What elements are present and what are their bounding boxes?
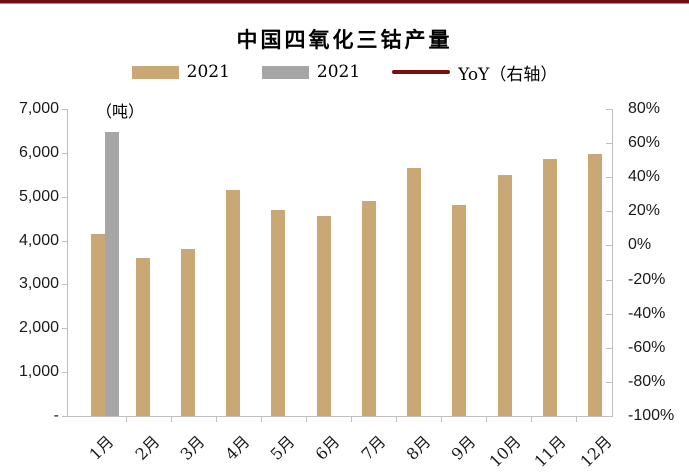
x-axis-label-3月: 3月: [176, 431, 209, 464]
y2-axis-tick-label: -40%: [628, 304, 666, 322]
x-axis-tick: [396, 417, 397, 422]
y-axis-tick: [62, 109, 67, 110]
y2-axis-tick: [606, 245, 612, 247]
legend-bar-swatch: [131, 65, 179, 79]
bar-2021-9月: [452, 205, 467, 416]
x-axis-tick: [441, 417, 442, 422]
legend-label: YoY（右轴）: [458, 64, 558, 85]
top-divider-rule: [0, 0, 689, 4]
y2-axis-tick: [606, 347, 612, 349]
bar-2021b-1月: [104, 132, 119, 416]
y2-axis-tick: [606, 416, 612, 417]
y2-axis-tick-label: 80%: [628, 100, 661, 117]
y-axis-tick: [62, 284, 67, 286]
y2-axis-tick: [606, 109, 612, 110]
x-axis-label-7月: 7月: [357, 431, 390, 464]
y2-axis-line: [612, 109, 613, 416]
x-axis-tick: [486, 417, 487, 422]
legend-bar-swatch: [261, 65, 309, 79]
y-axis-tick-label: 5,000: [18, 187, 59, 205]
legend-item-1: 2021: [261, 62, 361, 82]
bar-2021-7月: [361, 200, 376, 416]
bar-2021-10月: [497, 175, 512, 416]
legend-line-swatch: [392, 70, 451, 74]
chart-legend: 2021 2021 YoY（右轴）: [0, 60, 689, 85]
chart-title: 中国四氧化三钴产量: [236, 27, 453, 52]
y-axis-tick-label: -: [53, 407, 59, 424]
y2-axis-tick-label: 40%: [628, 168, 661, 186]
y2-axis-tick: [606, 211, 612, 213]
y-axis-tick-label: 4,000: [18, 231, 59, 249]
x-axis-label-2月: 2月: [131, 431, 163, 464]
bar-2021-12月: [588, 154, 603, 416]
x-axis-tick: [261, 417, 262, 422]
bar-2021-8月: [407, 167, 422, 416]
y2-axis-tick: [606, 177, 612, 179]
x-axis-line: [67, 416, 613, 417]
y-axis-tick-label: 2,000: [18, 319, 59, 337]
y-axis-tick: [62, 196, 67, 198]
y-axis-tick-label: 6,000: [18, 143, 59, 161]
x-axis-label-12月: 12月: [576, 431, 616, 471]
x-axis-tick: [126, 417, 127, 422]
y2-axis-tick: [606, 313, 612, 315]
y2-axis-tick: [606, 279, 612, 281]
axis-unit-label: （吨）: [96, 102, 145, 121]
x-axis-tick: [216, 417, 217, 422]
bar-2021-4月: [226, 190, 241, 416]
y-axis-tick: [62, 328, 67, 330]
legend-label: 2021: [316, 62, 361, 82]
y2-axis-tick-label: -60%: [628, 338, 666, 356]
legend-item-0: 2021: [131, 62, 230, 82]
y-axis-tick-label: 1,000: [18, 363, 59, 381]
x-axis-label-4月: 4月: [221, 431, 254, 464]
legend-label: 2021: [186, 62, 230, 82]
y2-axis-tick-label: -100%: [628, 407, 675, 424]
x-axis-tick: [351, 417, 352, 422]
x-axis-label-8月: 8月: [402, 431, 435, 464]
y-axis-line: [67, 109, 68, 416]
y-axis-tick-label: 3,000: [18, 275, 59, 293]
x-axis-label-9月: 9月: [447, 431, 480, 464]
x-axis-label-5月: 5月: [266, 431, 299, 464]
y-axis-tick: [62, 372, 67, 374]
bar-2021-1月: [90, 233, 105, 416]
x-axis-label-10月: 10月: [485, 431, 525, 471]
x-axis-tick: [306, 417, 307, 422]
y2-axis-tick-label: -20%: [628, 270, 666, 288]
bar-2021-3月: [180, 249, 195, 416]
x-axis-tick: [576, 417, 577, 422]
bar-2021-2月: [135, 258, 150, 416]
y2-axis-tick: [606, 381, 612, 383]
legend-item-2: YoY（右轴）: [392, 60, 557, 85]
y-axis-tick: [62, 240, 67, 242]
x-axis-tick: [531, 417, 532, 422]
x-axis-label-6月: 6月: [311, 431, 344, 464]
bar-2021-6月: [316, 216, 331, 416]
y-axis-tick: [62, 152, 67, 154]
y2-axis-tick-label: 20%: [628, 202, 661, 220]
x-axis-label-11月: 11月: [530, 431, 571, 471]
y2-axis-tick: [606, 143, 612, 145]
y2-axis-tick-label: 60%: [628, 134, 661, 152]
bar-2021-11月: [542, 158, 557, 416]
y2-axis-tick-label: 0%: [628, 236, 652, 254]
y2-axis-tick-label: -80%: [628, 372, 666, 390]
y-axis-tick: [62, 416, 67, 417]
x-axis-label-1月: 1月: [85, 431, 118, 464]
y-axis-tick-label: 7,000: [18, 100, 59, 117]
bar-2021-5月: [271, 209, 286, 416]
x-axis-tick: [171, 417, 172, 422]
